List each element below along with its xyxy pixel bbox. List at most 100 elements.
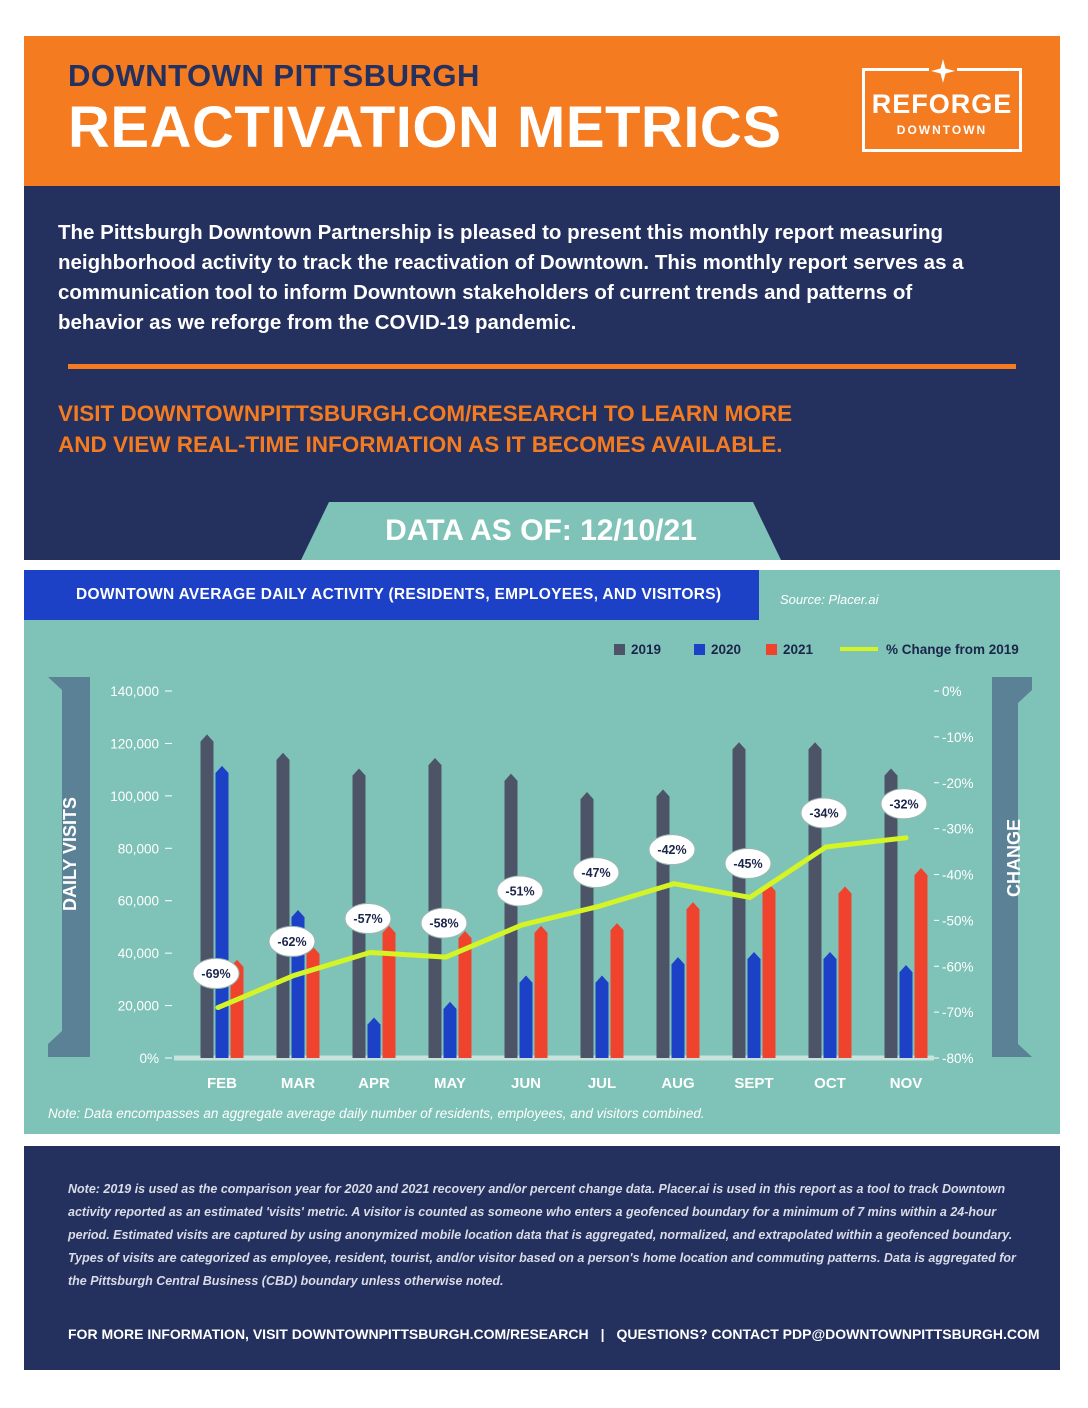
y2-tick-label: -50% [942, 913, 974, 928]
x-tick-label: OCT [814, 1075, 846, 1092]
change-label-bubble [420, 907, 468, 939]
header-banner: DOWNTOWN PITTSBURGH REACTIVATION METRICS… [24, 36, 1060, 186]
y-tick-label: 80,000 [118, 841, 159, 856]
contact-email-link[interactable]: QUESTIONS? CONTACT PDP@DOWNTOWNPITTSBURG… [616, 1326, 1040, 1342]
bar-2021-sept [762, 883, 776, 1058]
x-tick-label: MAY [434, 1075, 466, 1092]
legend-label-change: % Change from 2019 [886, 642, 1019, 657]
y2-tick-label: -20% [942, 776, 974, 791]
change-label-bubble [800, 797, 848, 829]
bar-2020-jun [519, 975, 533, 1058]
chart-panel: DAILY VISITS CHANGE 140,000 120,000 100,000 8… [24, 570, 1060, 1134]
data-as-of-label: DATA AS OF: 12/10/21 [385, 514, 697, 547]
sparkle-icon [929, 57, 957, 85]
change-line [215, 835, 909, 1011]
right-axis-banner [992, 677, 1032, 1057]
left-axis-banner [48, 677, 90, 1057]
bar-2020-may [443, 1001, 457, 1058]
footer: Note: 2019 is used as the comparison yea… [24, 1146, 1060, 1370]
y-tick-label: 0% [139, 1051, 159, 1066]
bar-2019-oct [808, 742, 822, 1058]
contact-separator: | [600, 1326, 605, 1342]
change-label-bubble [268, 925, 316, 957]
bar-2019-may [428, 757, 442, 1058]
logo-text-reforge: REFORGE [871, 89, 1013, 119]
legend-swatch-2021 [766, 644, 777, 655]
x-tick-label: NOV [890, 1075, 923, 1092]
y-tick-label: 40,000 [118, 946, 159, 961]
y2-axis-label: CHANGE [1004, 819, 1024, 897]
change-label-bubble [648, 834, 696, 866]
bar-2021-jun [534, 925, 548, 1058]
y2-tick-label: 0% [942, 684, 962, 699]
legend-line-change [840, 647, 878, 651]
x-tick-label: SEPT [734, 1075, 773, 1092]
bar-2021-mar [306, 946, 320, 1058]
change-label: -47% [581, 866, 610, 880]
bar-2020-jul [595, 975, 609, 1058]
change-label: -42% [657, 843, 686, 857]
chart-title-bar: DOWNTOWN AVERAGE DAILY ACTIVITY (RESIDEN… [24, 570, 759, 620]
change-label-bubble [724, 847, 772, 879]
bar-2021-nov [914, 868, 928, 1058]
x-tick-label: APR [358, 1075, 390, 1092]
change-label: -69% [201, 967, 230, 981]
legend-item-change: % Change from 2019 [840, 642, 1019, 657]
activity-chart: DAILY VISITS CHANGE 140,000 120,000 100,000 8… [48, 677, 1032, 1092]
change-label-bubble [496, 875, 544, 907]
research-link-callout[interactable]: VISIT DOWNTOWNPITTSBURGH.COM/RESEARCH TO… [58, 401, 793, 457]
change-label: -58% [429, 917, 458, 931]
more-info-link[interactable]: FOR MORE INFORMATION, VISIT DOWNTOWNPITT… [68, 1326, 589, 1342]
legend-swatch-2020 [694, 644, 705, 655]
change-label-bubble [344, 902, 392, 934]
change-label: -51% [505, 884, 534, 898]
chart-title: DOWNTOWN AVERAGE DAILY ACTIVITY (RESIDEN… [76, 586, 722, 603]
y2-tick-label: -30% [942, 822, 974, 837]
y2-tick-label: -60% [942, 959, 974, 974]
change-label: -45% [733, 857, 762, 871]
reforge-logo: REFORGE DOWNTOWN [862, 57, 1022, 152]
bar-2019-jul [580, 792, 594, 1058]
change-label: -57% [353, 912, 382, 926]
change-label-bubble [192, 958, 240, 990]
logo-text-downtown: DOWNTOWN [896, 123, 988, 137]
bar-2021-jul [610, 923, 624, 1058]
x-tick-label: MAR [281, 1075, 315, 1092]
legend-swatch-2019 [614, 644, 625, 655]
bar-2019-sept [732, 742, 746, 1058]
y2-tick-label: -70% [942, 1005, 974, 1020]
bar-2020-aug [671, 957, 685, 1058]
bar-2019-feb [200, 734, 214, 1058]
y-tick-label: 20,000 [118, 999, 159, 1014]
change-label: -34% [809, 806, 838, 820]
bar-2021-oct [838, 886, 852, 1058]
change-label-bubble [880, 788, 928, 820]
page-title: REACTIVATION METRICS [68, 95, 782, 160]
bar-2020-nov [899, 965, 913, 1058]
y-tick-label: 140,000 [110, 684, 159, 699]
y-tick-label: 100,000 [110, 789, 159, 804]
y2-tick-label: -80% [942, 1051, 974, 1066]
methodology-note: Note: 2019 is used as the comparison yea… [68, 1182, 1016, 1288]
y-tick-label: 120,000 [110, 736, 159, 751]
intro-paragraph: The Pittsburgh Downtown Partnership is p… [58, 221, 964, 334]
bar-2021-may [458, 930, 472, 1058]
y2-tick-label: -10% [942, 730, 974, 745]
bar-2019-mar [276, 752, 290, 1058]
bar-2019-aug [656, 789, 670, 1058]
bar-2020-feb [215, 765, 229, 1058]
bar-2020-apr [367, 1017, 381, 1058]
x-tick-label: JUN [511, 1075, 541, 1092]
legend-item-2019: 2019 [614, 642, 661, 657]
bar-2020-oct [823, 951, 837, 1058]
data-date-tab: DATA AS OF: 12/10/21 [301, 502, 781, 560]
orange-divider [68, 364, 1016, 369]
change-label-bubble [572, 857, 620, 889]
legend-item-2020: 2020 [694, 642, 741, 657]
chart-note: Note: Data encompasses an aggregate aver… [48, 1106, 705, 1121]
contact-line: FOR MORE INFORMATION, VISIT DOWNTOWNPITT… [68, 1326, 1040, 1342]
bar-2021-apr [382, 925, 396, 1058]
bar-2021-aug [686, 902, 700, 1058]
bar-2021-feb [230, 959, 244, 1058]
bar-2019-jun [504, 773, 518, 1058]
